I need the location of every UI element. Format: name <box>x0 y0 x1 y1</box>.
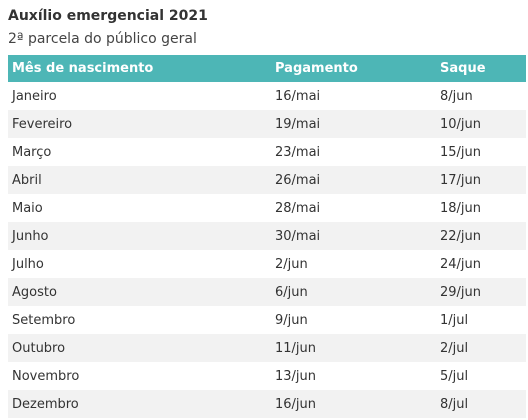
table-row: Outubro 11/jun 2/jul <box>8 334 526 362</box>
table-row: Maio 28/mai 18/jun <box>8 194 526 222</box>
table-cell: 19/mai <box>271 110 436 138</box>
table-row: Abril 26/mai 17/jun <box>8 166 526 194</box>
table-cell: Setembro <box>12 312 76 328</box>
table-cell: Março <box>12 144 52 160</box>
table-cell: Outubro <box>8 334 271 362</box>
table-cell: 17/jun <box>436 166 526 194</box>
table-cell: Novembro <box>12 368 80 384</box>
table-cell: 10/jun <box>436 110 526 138</box>
table-row: Março 23/mai 15/jun <box>8 138 526 166</box>
table-cell: 8/jul <box>436 390 526 418</box>
table: Mês de nascimento Pagamento Saque Janeiro 1… <box>8 55 526 418</box>
table-row: Junho 30/mai 22/jun <box>8 222 526 250</box>
table-cell: Agosto <box>8 278 271 306</box>
table-cell: 29/jun <box>436 278 526 306</box>
title: Auxílio emergencial 2021 <box>8 8 208 24</box>
header-row: Mês de nascimento Pagamento Saque <box>8 55 526 82</box>
table-header: Mês de nascimento Pagamento Saque <box>8 55 526 82</box>
table-cell: 16/jun <box>271 390 436 418</box>
column-header: Saque <box>436 55 526 82</box>
table-cell: Fevereiro <box>8 110 271 138</box>
table-cell: Abril <box>8 166 271 194</box>
table-cell: 15/jun <box>440 144 482 160</box>
table-cell: 8/jun <box>440 88 473 104</box>
table-cell: Maio <box>12 200 43 216</box>
table-row: Setembro 9/jun 1/jul <box>8 306 526 334</box>
table-cell: 23/mai <box>275 144 321 160</box>
table-cell: 16/mai <box>275 88 321 104</box>
table-cell: 13/jun <box>275 368 317 384</box>
table-row: Novembro 13/jun 5/jul <box>8 362 526 390</box>
table-cell: 28/mai <box>275 200 321 216</box>
table-cell: 2/jul <box>436 334 526 362</box>
table-cell: Julho <box>12 256 44 272</box>
column-header: Mês de nascimento <box>8 55 271 82</box>
table-body: Janeiro 16/mai 8/jun Fevereiro 19/mai 10/jun M… <box>8 82 526 418</box>
subtitle: 2ª parcela do público geral <box>8 31 197 47</box>
table-cell: 5/jul <box>440 368 469 384</box>
table-cell: 22/jun <box>436 222 526 250</box>
table-row: Agosto 6/jun 29/jun <box>8 278 526 306</box>
table-cell: 1/jul <box>440 312 469 328</box>
table-cell: 18/jun <box>440 200 482 216</box>
table-cell: 11/jun <box>271 334 436 362</box>
table-cell: Junho <box>8 222 271 250</box>
table-cell: 9/jun <box>275 312 308 328</box>
table-row: Fevereiro 19/mai 10/jun <box>8 110 526 138</box>
table-cell: 24/jun <box>440 256 482 272</box>
table-cell: Dezembro <box>8 390 271 418</box>
table-cell: 2/jun <box>275 256 308 272</box>
table-row: Dezembro 16/jun 8/jul <box>8 390 526 418</box>
table-row: Julho 2/jun 24/jun <box>8 250 526 278</box>
column-header: Pagamento <box>271 55 436 82</box>
table-cell: Janeiro <box>12 88 57 104</box>
table-cell: 26/mai <box>271 166 436 194</box>
table-row: Janeiro 16/mai 8/jun <box>8 82 526 110</box>
table-cell: 30/mai <box>271 222 436 250</box>
table-cell: 6/jun <box>271 278 436 306</box>
